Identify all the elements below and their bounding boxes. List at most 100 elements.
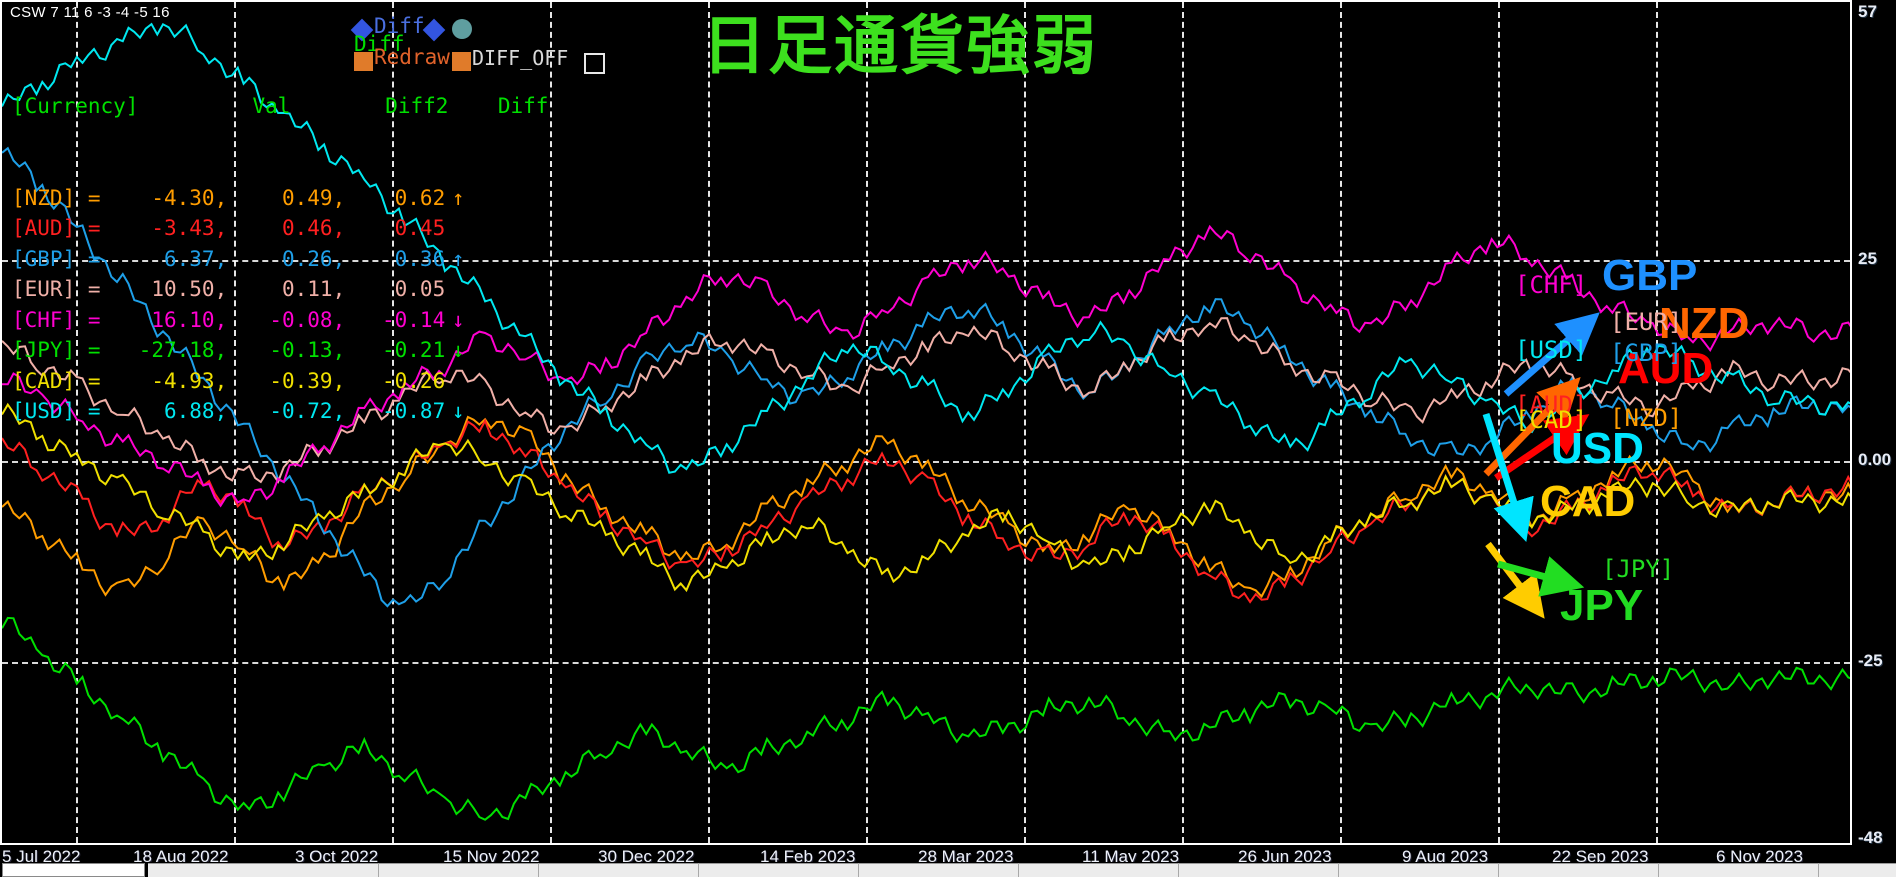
diff-off-checkbox[interactable] [584, 53, 605, 74]
x-tick-label: 9 Aug 2023 [1402, 847, 1489, 866]
gridline-vertical [392, 2, 394, 843]
cell-equals: = [75, 246, 101, 271]
scrollbar-divider [378, 863, 379, 877]
diff-label-blue[interactable]: Diff [374, 14, 425, 38]
x-tick-label: 15 Nov 2022 [443, 847, 540, 866]
y-tick-label: 0.00 [1858, 450, 1892, 469]
redraw-button[interactable]: Redraw [374, 45, 450, 69]
annotation-tag-gbp: [GBP] [1610, 339, 1683, 367]
x-tick-label: 30 Dec 2022 [598, 847, 695, 866]
scrollbar-divider [1018, 863, 1019, 877]
currency-strength-table: [Currency] Val Diff2 Diff [NZD] = -4.30, 0.49… [12, 30, 548, 488]
diff-off-button[interactable]: DIFF_OFF [472, 46, 569, 70]
chart-plot-area[interactable]: GBP NZD AUD USD CAD JPY [CHF] [EUR] [GBP… [0, 0, 1852, 845]
y-tick-label: 57 [1858, 2, 1877, 21]
cell-currency: [NZD] [12, 185, 76, 210]
cell-diff: -0.87 [382, 399, 446, 423]
cell-currency: [CHF] [12, 307, 76, 332]
cell-equals: = [75, 277, 101, 301]
x-tick-label: 14 Feb 2023 [760, 847, 856, 866]
annotation-tag-nzd: [NZD] [1610, 404, 1683, 432]
cell-currency: [USD] [12, 399, 76, 423]
cell-trend-arrow: ↓ [451, 307, 465, 332]
cell-trend-arrow: ↑ [451, 185, 465, 210]
gridline-vertical [708, 2, 710, 843]
status-circle-icon[interactable] [452, 19, 472, 39]
series-line-nzd [2, 415, 1850, 599]
cell-value: 10.50, [151, 277, 228, 301]
column-header-val: Val [252, 94, 291, 118]
horizontal-scrollbar[interactable] [0, 862, 1896, 877]
scrollbar-thumb[interactable] [2, 863, 145, 877]
x-tick-label: 3 Oct 2022 [295, 847, 379, 866]
x-tick-label: 28 Mar 2023 [918, 847, 1014, 866]
cell-trend-arrow: ↑ [451, 246, 465, 271]
cell-value: 6.88, [164, 399, 228, 423]
page-title: 日足通貨強弱 [702, 10, 1098, 84]
cell-diff2: 0.26, [282, 246, 346, 271]
cell-equals: = [75, 216, 101, 240]
series-line-chf [2, 224, 1850, 508]
gridline-horizontal [2, 662, 1850, 664]
scrollbar-divider [858, 863, 859, 877]
annotation-label-usd: USD [1551, 424, 1644, 473]
arrow-jpy [1497, 556, 1585, 597]
scrollbar-divider [1178, 863, 1179, 877]
cell-diff: 0.36 [394, 246, 446, 271]
cell-value: -27.18, [138, 338, 228, 362]
gridline-vertical [1182, 2, 1184, 843]
scrollbar-divider [1338, 863, 1339, 877]
cell-diff2: 0.49, [282, 185, 346, 210]
cell-diff: -0.14 [382, 307, 446, 332]
cell-equals: = [75, 338, 101, 362]
cell-diff2: -0.39, [269, 368, 346, 393]
cell-diff: 0.62 [394, 185, 446, 210]
cell-currency: [CAD] [12, 368, 76, 393]
gridline-vertical [866, 2, 868, 843]
cell-diff2: -0.13, [269, 338, 346, 362]
annotation-label-cad: CAD [1540, 477, 1636, 526]
table-row: [GBP] = 6.37, 0.26, 0.36 ↑ [12, 244, 548, 275]
scrollbar-divider [1818, 863, 1819, 877]
column-header-currency: [Currency] [12, 94, 139, 118]
cell-currency: [GBP] [12, 246, 76, 271]
y-tick-label: 25 [1858, 249, 1877, 268]
table-row: [USD] = 6.88, -0.72, -0.87 ↓ [12, 396, 548, 427]
cell-equals: = [75, 307, 101, 332]
cell-value: 16.10, [151, 307, 228, 332]
annotation-tag-aud: [AUD] [1515, 391, 1588, 419]
gridline-vertical [550, 2, 552, 843]
table-body: [NZD] = -4.30, 0.49, 0.62 ↑ [AUD] = -3.43, 0.46… [12, 183, 548, 427]
table-row: [CAD] = -4.93, -0.39, -0.26 [12, 366, 548, 397]
table-header-row: [Currency] Val Diff2 Diff [12, 91, 548, 122]
scrollbar-divider [1498, 863, 1499, 877]
currency-annotations: GBP NZD AUD USD CAD JPY [CHF] [EUR] [GBP… [2, 2, 1850, 843]
gridline-vertical [1024, 2, 1026, 843]
x-tick-label: 11 May 2023 [1082, 847, 1180, 866]
scrollbar-divider [698, 863, 699, 877]
diff-off-swatch-icon[interactable] [452, 52, 471, 71]
x-tick-label: 18 Aug 2022 [133, 847, 229, 866]
gridline-vertical [1656, 2, 1658, 843]
annotation-tag-eur: [EUR] [1610, 308, 1683, 336]
chart-header-text: CSW 7 11 6 -3 -4 -5 16 [10, 4, 170, 21]
cell-diff: -0.21 [382, 338, 446, 362]
cell-equals: = [75, 399, 101, 423]
cell-diff2: 0.46, [282, 216, 346, 240]
scrollbar-divider [1658, 863, 1659, 877]
gridline-vertical [76, 2, 78, 843]
cell-currency: [JPY] [12, 338, 76, 362]
cell-diff2: -0.72, [269, 399, 346, 423]
y-axis: 57 25 0.00 -25 -48 [1856, 0, 1896, 847]
series-line-aud [2, 418, 1850, 604]
cell-currency: [AUD] [12, 216, 76, 240]
chart-toolbar[interactable]: Diff Diff Redraw DIFF_OFF [350, 14, 605, 74]
table-row: [JPY] = -27.18, -0.13, -0.21 ↓ [12, 335, 548, 366]
cell-diff: 0.05 [394, 277, 446, 301]
redraw-swatch-icon[interactable] [354, 52, 373, 71]
column-header-diff: Diff [497, 94, 549, 118]
cell-equals: = [75, 368, 101, 393]
scrollbar-track[interactable] [148, 863, 1896, 877]
annotation-tag-chf: [CHF] [1515, 271, 1588, 299]
